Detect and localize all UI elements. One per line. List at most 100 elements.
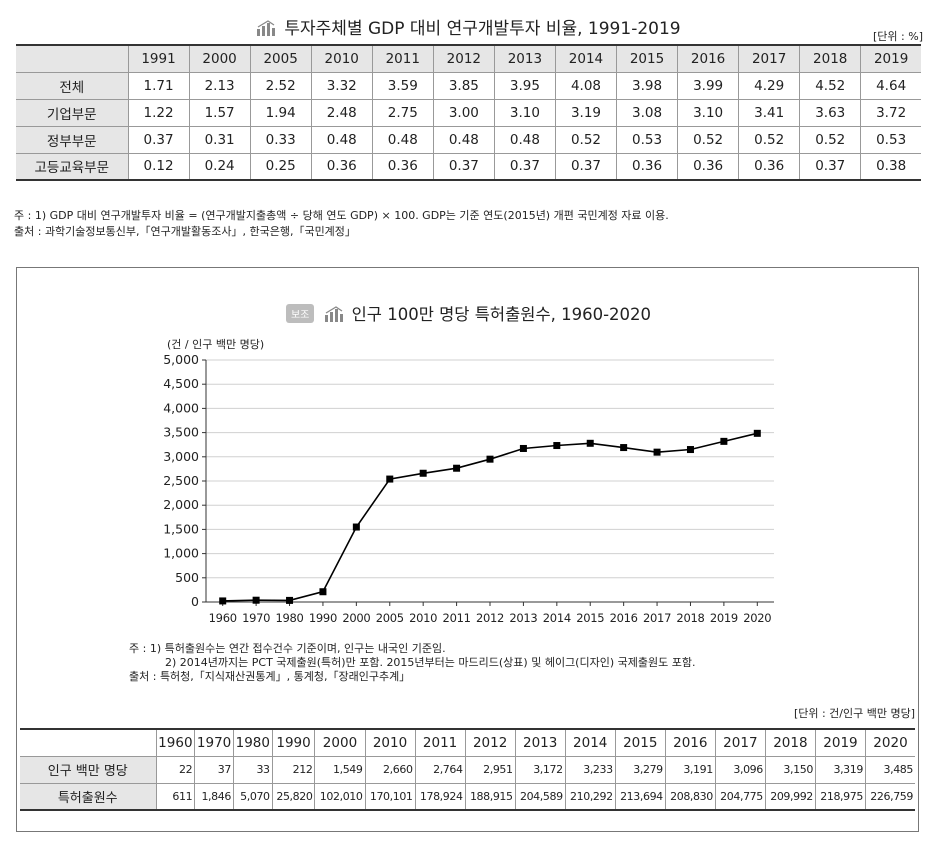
table1-cell: 2.75 [371,98,434,127]
table2-cell: 204,775 [714,782,766,811]
table1-cell: 4.64 [860,71,921,100]
table2-cell: 210,292 [564,782,616,811]
table1-cell: 4.29 [738,71,801,100]
x-tick-label: 1980 [275,611,303,625]
x-tick-label: 2019 [710,611,738,625]
table1-cell: 3.99 [677,71,740,100]
table1-cell: 3.19 [554,98,618,127]
table2-cell: 3,485 [864,755,915,784]
table1-cell: 0.37 [493,152,556,181]
table2-row-label: 특허출원수 [20,782,157,811]
x-tick-label: 2018 [676,611,704,625]
table2-year-header: 2020 [864,728,915,757]
chart-note-2: 2) 2014년까지는 PCT 국제출원(특허)만 포함. 2015년부터는 마… [165,656,696,669]
table1-cell: 3.10 [493,98,556,127]
table2-cell: 188,915 [464,782,516,811]
table2-corner [20,728,157,757]
data-point [553,442,561,450]
table1-year-header: 1991 [127,44,190,73]
table2-cell: 2,951 [464,755,516,784]
table1-cell: 1.22 [127,98,190,127]
table1-year-header: 2000 [188,44,251,73]
y-tick-label: 3,000 [163,449,199,464]
table1-cell: 1.94 [249,98,312,127]
table-row: 기업부문 1.22 1.57 1.94 2.48 2.75 3.00 3.10 3.19 3.08… [16,98,921,127]
table1-cell: 0.37 [554,152,618,181]
table1-cell: 2.48 [310,98,373,127]
table1-cell: 0.25 [249,152,312,181]
chart-note-1: 주 : 1) 특허출원수는 연간 접수건수 기준이며, 인구는 내국인 기준임. [129,642,446,655]
table1-year-header: 2011 [371,44,434,73]
table2-year-header: 2012 [464,728,516,757]
table2-cell: 1,549 [314,755,366,784]
table1-cell: 0.36 [677,152,740,181]
data-point [386,475,394,483]
x-tick-label: 2000 [342,611,370,625]
table1-cell: 3.72 [860,98,921,127]
table1-year-header: 2014 [554,44,618,73]
table1-cell: 2.13 [188,71,251,100]
table2-year-header: 2019 [814,728,866,757]
table2-year-header: 2015 [614,728,666,757]
x-tick-label: 2014 [543,611,571,625]
table1-year-header: 2016 [677,44,740,73]
y-tick-label: 4,000 [163,400,199,415]
patent-table: 1960 1970 1980 1990 2000 2010 2011 2012 2013 2014… [20,728,915,811]
table1-source: 출처 : 과학기술정보통신부,「연구개발활동조사」, 한국은행,「국민계정」 [14,225,356,238]
table2-cell: 212 [271,755,316,784]
table2-cell: 5,070 [232,782,273,811]
table2-cell: 226,759 [864,782,915,811]
data-point [686,446,694,454]
x-tick-label: 2005 [376,611,404,625]
table1-cell: 0.53 [615,125,679,154]
table1-cell: 0.36 [310,152,373,181]
table1-cell: 0.48 [493,125,556,154]
y-tick-label: 1,500 [163,521,199,536]
y-tick-label: 500 [175,570,199,585]
table1-cell: 3.85 [432,71,495,100]
rnd-ratio-table: 1991 2000 2005 2010 2011 2012 2013 2014 2015 2016… [16,44,921,181]
table1-cell: 0.48 [310,125,373,154]
table2-cell: 3,191 [664,755,716,784]
bar-chart-icon [324,305,346,327]
table2-cell: 178,924 [414,782,466,811]
chart-source: 출처 : 특허청,「지식재산권통계」, 통계청,「장래인구추계」 [129,670,411,683]
table1-year-header: 2013 [493,44,556,73]
table1-cell: 0.33 [249,125,312,154]
y-tick-label: 0 [191,594,199,609]
table1-year-header: 2017 [738,44,801,73]
table1-year-header: 2019 [860,44,921,73]
table1-cell: 0.52 [799,125,862,154]
table1-cell: 3.63 [799,98,862,127]
table1-cell: 0.48 [432,125,495,154]
table1-cell: 3.98 [615,71,679,100]
y-tick-label: 1,000 [163,546,199,561]
table1-cell: 4.52 [799,71,862,100]
data-point [252,596,260,604]
table1-cell: 0.37 [432,152,495,181]
table1-cell: 0.36 [371,152,434,181]
table1-row-label: 전체 [16,71,129,100]
x-tick-label: 1960 [209,611,237,625]
supplement-box: 보조 인구 100만 명당 특허출원수, 1960-2020 (건 / 인구 백… [16,267,919,832]
x-tick-label: 2013 [509,611,537,625]
table2-year-header: 1990 [271,728,316,757]
table1-year-header: 2018 [799,44,862,73]
table2-year-header: 2010 [364,728,416,757]
table1-unit: [단위 : %] [873,30,923,43]
table1-cell: 0.52 [677,125,740,154]
table1-cell: 0.53 [860,125,921,154]
table2-cell: 22 [155,755,196,784]
data-point [519,444,527,452]
y-tick-label: 2,000 [163,497,199,512]
table1-cell: 3.08 [615,98,679,127]
y-tick-label: 2,500 [163,473,199,488]
y-tick-label: 3,500 [163,425,199,440]
table2-cell: 102,010 [314,782,366,811]
x-tick-label: 2017 [643,611,671,625]
y-tick-label: 5,000 [163,352,199,367]
x-tick-label: 2015 [576,611,604,625]
table1-corner [16,44,129,73]
table2-year-header: 2016 [664,728,716,757]
table1-cell: 0.48 [371,125,434,154]
